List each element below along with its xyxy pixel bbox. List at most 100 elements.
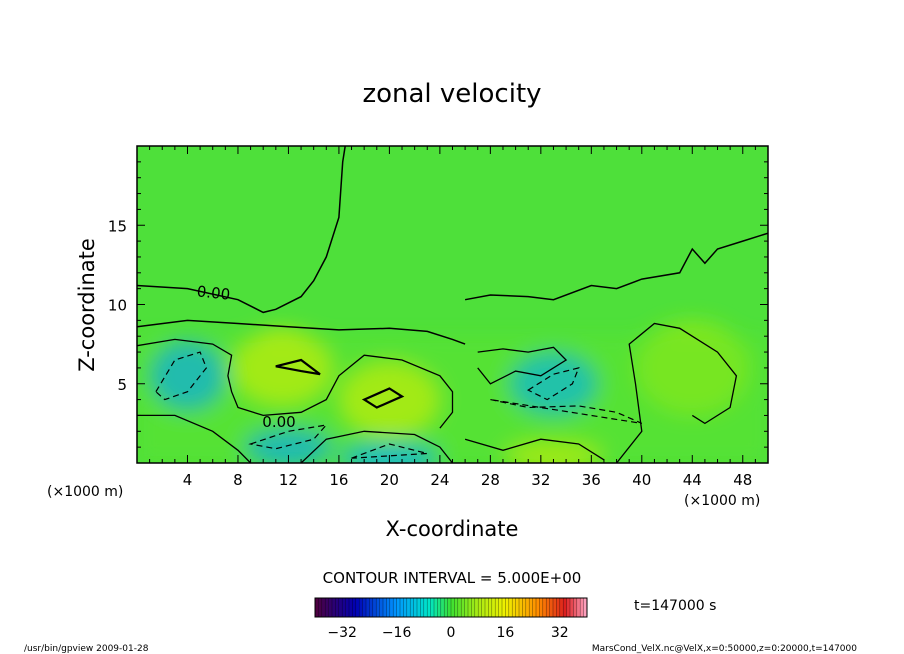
colorbar-swatch [362,598,367,617]
colorbar-swatch [549,598,554,617]
x-tick-label: 20 [380,471,399,489]
colorbar-swatch [454,598,459,617]
colorbar-swatch [556,598,561,617]
y-tick-label: 15 [108,217,127,235]
contour-line [464,438,605,461]
contour-line [137,146,346,314]
colorbar-swatch [389,598,394,617]
colorbar-swatch [515,598,520,617]
colorbar-swatch [366,598,370,617]
colorbar-swatch [379,598,384,617]
colorbar-swatch [332,598,336,617]
colorbar-swatch [505,598,510,617]
colorbar-swatch [508,598,513,617]
x-tick-label: 48 [733,471,752,489]
colorbar-swatch [529,598,533,617]
colorbar-tick-label: −16 [382,625,412,641]
colorbar-swatch [315,598,319,617]
colorbar-swatch [525,598,530,617]
x-tick-label: 36 [582,471,601,489]
colorbar-frame [314,597,588,618]
contour-line [137,338,454,429]
x-tick-label: 44 [683,471,702,489]
colorbar-swatch [386,598,391,617]
colorbar-swatch [400,598,404,617]
colorbar-swatch [444,598,448,617]
chart-title: zonal velocity [362,79,541,109]
colorbar-swatch [532,598,537,617]
colorbar-swatch [481,598,486,617]
colorbar-tick-label: 16 [496,625,514,641]
colorbar-swatch [372,598,377,617]
colorbar-swatch [461,598,465,617]
colorbar-swatch [498,598,503,617]
x-unit-right: (×1000 m) [684,493,760,509]
velocity-field [137,146,768,463]
contour-label-lower: 0.00 [262,413,295,431]
contour-line-negative [155,351,208,401]
contour-line-negative [351,443,428,459]
contour-line-positive [275,358,321,376]
time-label: t=147000 s [634,598,716,614]
colorbar-swatch [447,598,452,617]
colorbar-swatch [345,598,350,617]
colorbar-swatch [563,598,567,617]
contour-line [464,232,768,301]
colorbar-swatch [580,598,584,617]
colorbar-swatch [512,598,516,617]
colorbar-swatch [359,598,363,617]
contour-line [137,414,252,463]
colorbar-swatch [536,598,540,617]
x-tick-label: 16 [329,471,348,489]
contour-line [137,319,466,345]
colorbar-swatch [325,598,329,617]
colorbar-swatch [352,598,357,617]
colorbar-swatch [553,598,557,617]
colorbar [314,598,588,617]
colorbar-swatch [468,598,472,617]
colorbar-swatch [573,598,578,617]
colorbar-swatch [495,598,499,617]
y-tick-label: 10 [108,297,127,315]
colorbar-swatch [437,598,442,617]
colorbar-swatch [485,598,489,617]
colorbar-swatch [393,598,397,617]
contour-interval: CONTOUR INTERVAL = 5.000E+00 [323,569,582,587]
footer-right: MarsCond_VelX.nc@VelX,x=0:50000,z=0:2000… [592,644,857,654]
colorbar-swatch [478,598,482,617]
colorbar-swatch [430,598,435,617]
colorbar-swatch [420,598,425,617]
colorbar-swatch [464,598,469,617]
colorbar-swatch [423,598,428,617]
colorbar-swatch [576,598,581,617]
colorbar-swatch [403,598,408,617]
colorbar-swatch [474,598,479,617]
colorbar-tick-label: 0 [447,625,456,641]
colorbar-swatch [406,598,411,617]
colorbar-swatch [539,598,544,617]
colorbar-swatch [502,598,506,617]
colorbar-swatch [457,598,462,617]
contour-line-positive [361,387,405,409]
colorbar-swatch [522,598,527,617]
x-tick-label: 12 [279,471,298,489]
colorbar-swatch [491,598,496,617]
colorbar-swatch [342,598,346,617]
x-axis-title: X-coordinate [386,517,519,541]
colorbar-swatch [321,598,326,617]
colorbar-swatch [410,598,414,617]
colorbar-tick-label: 32 [551,625,569,641]
colorbar-swatch [355,598,360,617]
x-tick-label: 24 [430,471,449,489]
contour-line-negative [490,399,643,424]
contour-line-negative [526,367,580,401]
y-axis-title: Z-coordinate [75,238,99,372]
colorbar-swatch [369,598,374,617]
colorbar-swatch [383,598,387,617]
colorbar-swatch [349,598,353,617]
x-tick-label: 32 [531,471,550,489]
x-unit-left: (×1000 m) [47,484,123,500]
colorbar-swatch [376,598,380,617]
colorbar-swatch [417,598,421,617]
